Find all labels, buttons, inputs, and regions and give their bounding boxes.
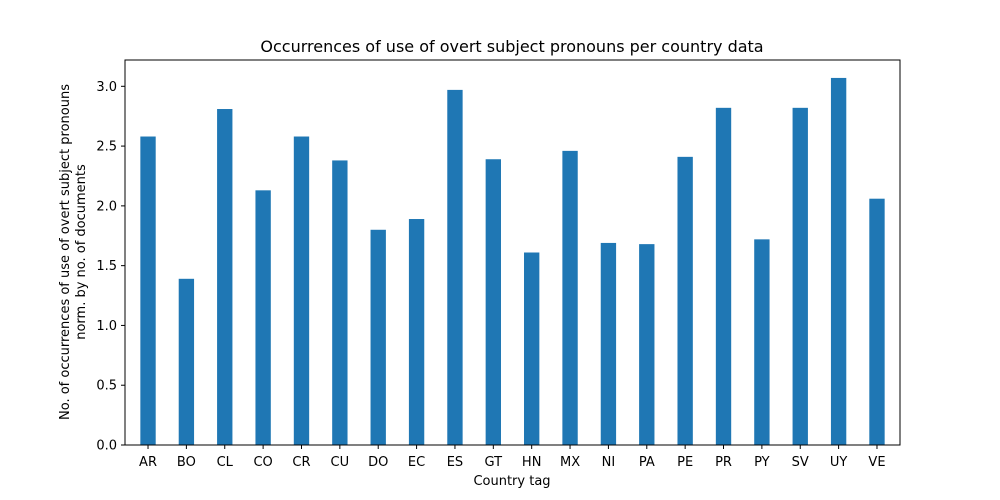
x-tick-label: UY (830, 455, 848, 470)
bar-ec (408, 219, 425, 445)
x-tick-label: SV (792, 455, 809, 470)
x-tick-label: HN (522, 455, 542, 470)
bar-pe (677, 156, 693, 445)
x-tick-label: CO (253, 455, 272, 470)
y-tick-label: 0.0 (96, 439, 117, 454)
x-tick-label: AR (139, 455, 157, 470)
bar-mx (562, 150, 578, 445)
bar-hn (524, 252, 540, 445)
x-tick-label: BO (177, 455, 196, 470)
y-axis-label-line-1: No. of occurrences of use of overt subje… (58, 84, 73, 420)
x-tick-label: CU (331, 455, 350, 470)
y-axis: 0.0 0.5 1.0 1.5 2.0 2.5 3.0 (96, 80, 125, 454)
y-tick-label: 3.0 (96, 80, 117, 95)
y-tick-label: 0.5 (96, 379, 117, 394)
bar-bo (178, 278, 195, 445)
x-axis: AR BO CL CO CR CU DO EC ES GT HN MX NI PA PE PR PY SV UY VE (139, 445, 886, 470)
x-tick-label: PY (754, 455, 770, 470)
x-tick-label: MX (560, 455, 580, 470)
bar-es (447, 89, 463, 445)
y-tick-label: 1.5 (96, 259, 117, 274)
bar-cr (293, 136, 310, 445)
bar-ve (869, 198, 885, 445)
bar-cu (332, 160, 348, 445)
bar-py (754, 239, 770, 445)
x-tick-label: PA (639, 455, 655, 470)
bar-do (370, 229, 386, 445)
y-axis-label: No. of occurrences of use of overt subje… (58, 84, 89, 420)
bar-cl (217, 109, 233, 446)
x-tick-label: ES (447, 455, 463, 470)
plot-frame (124, 59, 901, 446)
y-tick-label: 2.0 (96, 199, 117, 214)
bar-co (255, 190, 271, 445)
chart-title: Occurrences of use of overt subject pron… (260, 37, 763, 56)
bar-pr (715, 107, 732, 445)
x-tick-label: PE (677, 455, 693, 470)
bar-ar (140, 136, 156, 445)
x-tick-label: CL (217, 455, 234, 470)
x-tick-label: VE (868, 455, 885, 470)
y-axis-label-line-2: norm. by no. of documents (74, 164, 89, 340)
bar-uy (830, 77, 847, 446)
y-tick-label: 1.0 (96, 319, 117, 334)
bar-gt (485, 159, 501, 446)
bar-sv (792, 107, 808, 445)
x-tick-label: GT (485, 455, 503, 470)
bar-ni (600, 242, 617, 445)
y-tick-label: 2.5 (96, 140, 117, 155)
x-tick-label: EC (408, 455, 425, 470)
x-tick-label: PR (715, 455, 732, 470)
x-tick-label: DO (368, 455, 388, 470)
bar-pa (639, 244, 655, 445)
bars-group (140, 77, 885, 446)
x-tick-label: NI (602, 455, 616, 470)
plot-area: AR BO CL CO CR CU DO EC ES GT HN MX NI PA PE PR PY SV UY VE… (96, 59, 901, 470)
x-tick-label: CR (292, 455, 310, 470)
x-axis-label: Country tag (473, 474, 550, 489)
